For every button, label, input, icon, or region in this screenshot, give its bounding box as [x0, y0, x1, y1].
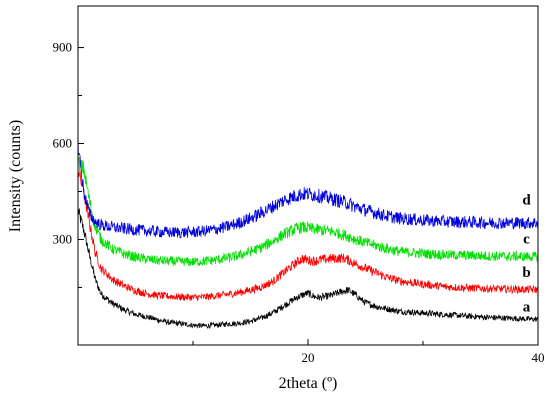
x-axis-title: 2theta (º): [279, 375, 338, 392]
series-label-c: c: [523, 231, 530, 247]
series-label-a: a: [523, 299, 531, 315]
x-tick-label-40: 40: [532, 350, 545, 365]
y-tick-label-300: 300: [53, 231, 73, 246]
tick-labels: 20 40 300 600 900: [53, 40, 545, 365]
series-line-b: [77, 170, 539, 302]
plot-lines: [77, 136, 539, 329]
x-tick-label-20: 20: [302, 350, 315, 365]
series-labels: a b c d: [522, 192, 531, 315]
series-line-d: [77, 136, 539, 239]
series-label-b: b: [522, 265, 530, 281]
axis-ticks: [78, 47, 539, 345]
series-line-c: [77, 156, 538, 267]
series-line-a: [77, 208, 539, 329]
y-tick-label-600: 600: [53, 136, 73, 151]
y-axis-title: Intensity (counts): [7, 120, 24, 232]
series-label-d: d: [522, 192, 531, 208]
y-tick-label-900: 900: [53, 40, 73, 55]
